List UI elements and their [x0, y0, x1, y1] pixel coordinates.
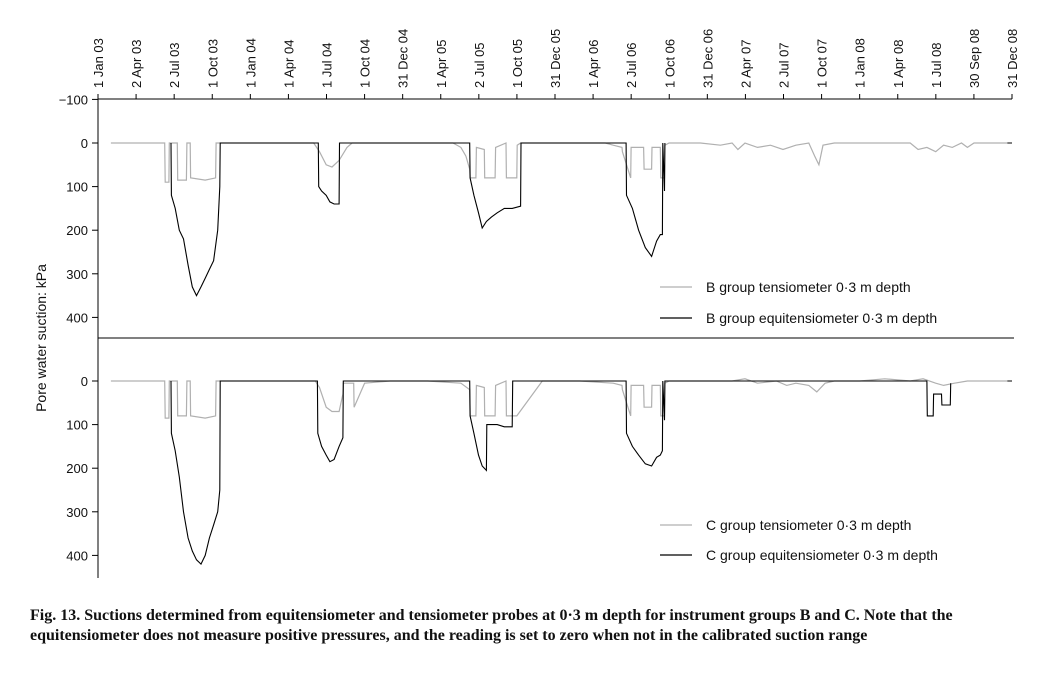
- figure-number: Fig. 13.: [30, 607, 81, 624]
- x-tick-label: 31 Dec 05: [548, 29, 563, 88]
- x-tick-label: 1 Jan 03: [91, 38, 106, 88]
- panel-b: −100 0 100 200 300 400 B group tensiometer 0·3…: [59, 92, 1014, 339]
- x-tick-label: 2 Jul 07: [777, 42, 792, 88]
- y-tick-label: 200: [66, 223, 88, 238]
- x-tick-label: 1 Jul 08: [929, 42, 944, 88]
- x-tick-label: 31 Dec 08: [1005, 29, 1020, 88]
- x-tick-label: 1 Apr 05: [434, 40, 449, 88]
- x-tick-label: 31 Dec 04: [396, 29, 411, 88]
- x-tick-label: 2 Jul 05: [472, 42, 487, 88]
- x-axis: 1 Jan 03 2 Apr 03 2 Jul 03 1 Oct 03 1 Jan 04…: [91, 29, 1020, 100]
- legend-label: C group equitensiometer 0·3 m depth: [706, 547, 938, 563]
- panel-c: 0 100 200 300 400 C group tensiometer 0·3 m d…: [66, 338, 1012, 578]
- y-tick-label: −100: [59, 92, 88, 107]
- x-tick-label: 2 Jul 03: [167, 42, 182, 88]
- y-tick-label: 400: [66, 548, 88, 563]
- legend-label: B group equitensiometer 0·3 m depth: [706, 310, 937, 326]
- x-tick-label: 2 Apr 07: [738, 40, 753, 88]
- x-tick-label: 1 Apr 08: [891, 40, 906, 88]
- y-tick-label: 300: [66, 267, 88, 282]
- y-tick-label: 200: [66, 461, 88, 476]
- x-tick-label: 1 Oct 06: [662, 39, 677, 88]
- x-tick-label: 1 Jul 04: [320, 42, 335, 88]
- y-tick-label: 300: [66, 505, 88, 520]
- y-tick-label: 100: [66, 180, 88, 195]
- x-tick-label: 1 Jan 08: [853, 38, 868, 88]
- y-axis-label: Pore water suction: kPa: [33, 264, 49, 412]
- x-tick-label: 1 Oct 03: [205, 39, 220, 88]
- x-tick-label: 1 Oct 07: [815, 39, 830, 88]
- tensiometer-series-line: [110, 142, 1008, 183]
- y-tick-label: 0: [81, 136, 88, 151]
- x-tick-label: 1 Oct 05: [510, 39, 525, 88]
- legend-label: B group tensiometer 0·3 m depth: [706, 279, 911, 295]
- legend-label: C group tensiometer 0·3 m depth: [706, 517, 911, 533]
- x-tick-label: 1 Jan 04: [243, 38, 258, 88]
- figure-caption: Fig. 13. Suctions determined from equite…: [30, 606, 1020, 645]
- x-tick-label: 2 Jul 06: [624, 42, 639, 88]
- chart-figure: 1 Jan 03 2 Apr 03 2 Jul 03 1 Oct 03 1 Jan 04…: [33, 29, 1020, 578]
- x-tick-label: 1 Apr 04: [281, 40, 296, 88]
- x-tick-label: 1 Apr 06: [586, 40, 601, 88]
- equitensiometer-series-line: [170, 142, 666, 297]
- x-tick-label: 31 Dec 06: [700, 29, 715, 88]
- tensiometer-series-line: [110, 378, 1008, 419]
- y-tick-label: 400: [66, 310, 88, 325]
- y-tick-label: 0: [81, 374, 88, 389]
- x-tick-label: 2 Apr 03: [129, 40, 144, 88]
- x-tick-label: 30 Sep 08: [967, 29, 982, 88]
- figure-caption-text: Suctions determined from equitensiometer…: [30, 607, 953, 644]
- y-tick-label: 100: [66, 418, 88, 433]
- x-tick-label: 1 Oct 04: [358, 39, 373, 88]
- equitensiometer-series-line: [170, 380, 952, 566]
